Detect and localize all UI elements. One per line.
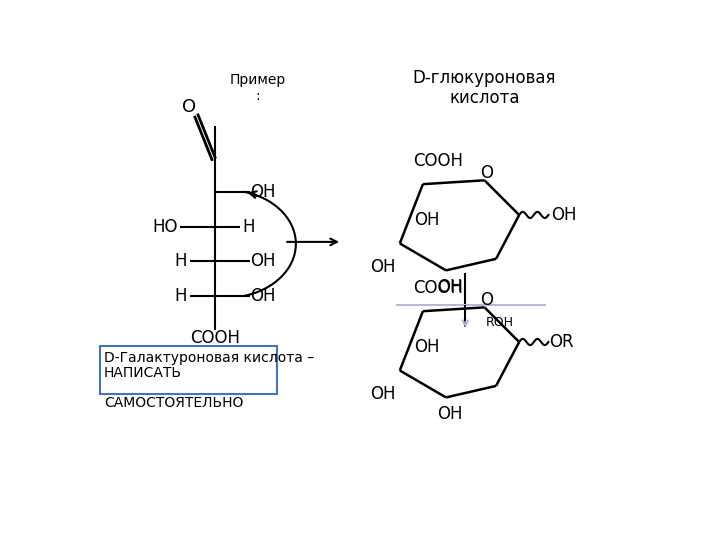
Text: COOH: COOH xyxy=(413,152,463,170)
Text: НАПИСАТЬ: НАПИСАТЬ xyxy=(104,366,182,380)
Text: COOH: COOH xyxy=(190,329,240,347)
Text: OH: OH xyxy=(370,258,395,275)
Text: D-глюкуроновая
кислота: D-глюкуроновая кислота xyxy=(413,69,557,107)
Text: H: H xyxy=(175,252,187,270)
Text: OH: OH xyxy=(250,252,276,270)
Text: OH: OH xyxy=(414,211,439,230)
Text: O: O xyxy=(480,164,493,181)
Text: ROH: ROH xyxy=(486,316,514,329)
Text: OH: OH xyxy=(250,183,276,201)
Text: HO: HO xyxy=(152,218,178,235)
Text: Пример
:: Пример : xyxy=(229,73,285,103)
Text: H: H xyxy=(175,287,187,305)
Text: OH: OH xyxy=(437,278,463,295)
Text: OH: OH xyxy=(437,404,463,423)
Text: OH: OH xyxy=(370,384,395,403)
Text: OH: OH xyxy=(551,206,577,224)
Text: H: H xyxy=(243,218,255,235)
Text: OR: OR xyxy=(549,333,574,351)
Text: D-Галактуроновая кислота –: D-Галактуроновая кислота – xyxy=(104,351,314,365)
FancyBboxPatch shape xyxy=(99,346,276,394)
Text: O: O xyxy=(181,98,196,116)
Text: OH: OH xyxy=(250,287,276,305)
Text: САМОСТОЯТЕЛЬНО: САМОСТОЯТЕЛЬНО xyxy=(104,396,243,410)
Text: O: O xyxy=(480,291,493,309)
Text: OH: OH xyxy=(414,339,439,356)
Text: COOH: COOH xyxy=(413,279,463,297)
